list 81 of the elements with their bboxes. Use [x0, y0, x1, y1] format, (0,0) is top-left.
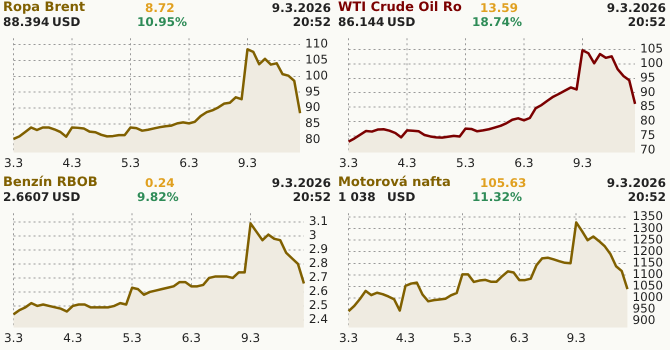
y-tick-label: 1200 — [632, 244, 664, 258]
text: 9.3.2026 — [272, 176, 331, 190]
x-tick-label: 5.3 — [452, 330, 472, 345]
x-tick-label: 6.3 — [179, 156, 199, 170]
text: 9.3.2026 — [606, 1, 666, 15]
x-tick-label: 9.3 — [238, 156, 258, 170]
y-tick-label: 100 — [640, 56, 663, 70]
text: 1 038 — [338, 190, 376, 204]
x-tick-label: 3.3 — [4, 156, 24, 170]
text: 10.95% — [137, 15, 187, 29]
x-tick-label: 4.3 — [62, 156, 82, 170]
y-tick-label: 2.6 — [308, 284, 328, 298]
text: 0.24 — [145, 176, 175, 190]
text: 13.59 — [480, 1, 518, 15]
chart-title: Benzín RBOB — [3, 175, 98, 190]
x-tick-label: 4.3 — [397, 156, 417, 170]
text: 9.3.2026 — [272, 1, 331, 15]
chart-title: Motorová nafta — [338, 175, 451, 190]
x-tick-label: 5.3 — [120, 156, 140, 170]
text: USD — [52, 15, 80, 29]
text: 20:52 — [628, 15, 666, 29]
text: 105.63 — [480, 176, 526, 190]
x-tick-label: 4.3 — [396, 330, 416, 345]
y-tick-label: 80 — [305, 132, 320, 146]
y-tick-label: 110 — [305, 36, 328, 51]
x-tick-label: 5.3 — [122, 330, 142, 345]
y-tick-label: 95 — [640, 70, 656, 84]
text: 9.3.2026 — [606, 176, 666, 190]
text: 20:52 — [292, 190, 331, 204]
y-tick-label: 2.4 — [308, 312, 328, 326]
text: USD — [52, 190, 80, 204]
text: 20:52 — [292, 15, 331, 29]
text: 86.144 — [338, 15, 384, 29]
y-tick-label: 950 — [632, 302, 656, 316]
y-tick-label: 95 — [305, 84, 320, 98]
y-tick-label: 85 — [640, 99, 656, 114]
text: 2.6607 — [3, 190, 50, 204]
x-tick-label: 9.3 — [566, 330, 586, 345]
y-tick-label: 90 — [305, 100, 320, 114]
y-tick-label: 2.5 — [308, 298, 328, 312]
x-tick-label: 3.3 — [338, 156, 358, 170]
y-tick-label: 75 — [640, 128, 656, 142]
y-tick-label: 3 — [308, 228, 317, 242]
y-tick-label: 80 — [640, 114, 656, 128]
y-tick-label: 100 — [305, 68, 328, 82]
x-tick-label: 6.3 — [510, 330, 529, 345]
text: 9.82% — [137, 190, 179, 204]
y-tick-label: 1300 — [632, 220, 664, 235]
x-tick-label: 9.3 — [241, 330, 260, 345]
text: 11.32% — [472, 190, 522, 204]
y-tick-label: 105 — [640, 42, 663, 56]
x-tick-label: 6.3 — [514, 156, 534, 170]
text: 18.74% — [472, 15, 522, 29]
text: 88.394 — [3, 15, 50, 29]
x-tick-label: 3.3 — [4, 330, 24, 345]
x-tick-label: 9.3 — [572, 156, 592, 170]
text: 20:52 — [628, 190, 666, 204]
y-tick-label: 90 — [640, 84, 656, 99]
chart-title: Ropa Brent — [3, 0, 86, 15]
y-tick-label: 3.1 — [308, 214, 328, 228]
y-tick-label: 1150 — [632, 255, 664, 270]
x-tick-label: 4.3 — [63, 330, 82, 345]
text: 8.72 — [145, 1, 175, 15]
x-tick-label: 5.3 — [456, 156, 476, 170]
y-tick-label: 70 — [640, 142, 656, 156]
y-tick-label: 1050 — [632, 278, 664, 292]
x-tick-label: 6.3 — [182, 330, 201, 345]
y-tick-label: 2.9 — [308, 242, 328, 256]
y-tick-label: 85 — [305, 116, 320, 130]
y-tick-label: 105 — [305, 52, 328, 67]
chart-title: WTI Crude Oil Ro — [338, 0, 462, 15]
y-tick-label: 900 — [632, 313, 656, 328]
y-tick-label: 1100 — [632, 266, 664, 281]
y-tick-label: 2.7 — [308, 270, 328, 284]
y-tick-label: 1350 — [632, 209, 664, 224]
y-tick-label: 2.8 — [308, 256, 328, 270]
x-tick-label: 3.3 — [338, 330, 358, 345]
y-tick-label: 1000 — [632, 290, 664, 304]
y-tick-label: 1250 — [632, 232, 664, 246]
text: USD — [387, 15, 416, 29]
text: USD — [387, 190, 416, 204]
